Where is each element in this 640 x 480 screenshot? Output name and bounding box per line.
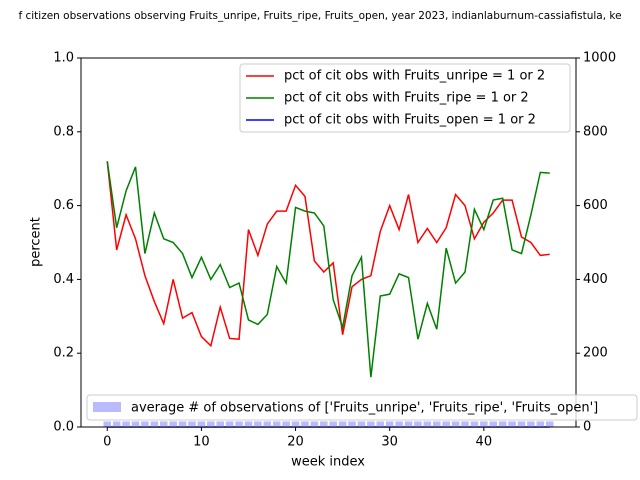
x-tick-label: 40 <box>476 435 493 450</box>
bar <box>159 421 168 427</box>
bar <box>517 421 526 427</box>
bar <box>357 421 366 427</box>
bar <box>169 421 177 427</box>
bar <box>536 421 545 427</box>
bar <box>527 421 535 427</box>
line-series <box>106 161 550 348</box>
bar <box>320 421 328 427</box>
y-axis-label: percent <box>29 217 44 267</box>
bar <box>197 421 206 427</box>
bar <box>188 421 196 427</box>
bar <box>329 421 337 427</box>
y2-tick-label: 400 <box>583 272 608 287</box>
bar <box>432 421 441 427</box>
bar <box>414 421 422 427</box>
bar <box>141 421 149 427</box>
legend-label: pct of cit obs with Fruits_unripe = 1 or… <box>284 69 545 84</box>
legend-label: average # of observations of ['Fruits_un… <box>131 401 598 416</box>
x-axis-label: week index <box>291 455 365 470</box>
bar <box>216 421 225 427</box>
y2-tick-label: 200 <box>583 346 608 361</box>
x-tick-label: 30 <box>381 435 398 450</box>
bar <box>291 421 300 427</box>
bar <box>498 421 507 427</box>
x-tick-label: 10 <box>193 435 210 450</box>
legend-swatch <box>93 402 121 412</box>
y-tick-label: 0.0 <box>53 420 74 435</box>
y2-tick-label: 600 <box>583 198 608 213</box>
bar <box>489 421 498 427</box>
bar <box>470 421 479 427</box>
y2-tick-label: 1000 <box>583 51 616 66</box>
legend-box <box>239 63 571 133</box>
bar <box>150 421 159 427</box>
bar <box>301 421 309 427</box>
bar <box>423 421 432 427</box>
bar <box>508 421 516 427</box>
bar <box>131 421 140 427</box>
bar <box>348 421 356 427</box>
y-tick-label: 0.4 <box>53 272 74 287</box>
y2-tick-label: 800 <box>583 124 608 139</box>
y-tick-label: 0.6 <box>53 198 74 213</box>
bar <box>480 421 488 427</box>
bar <box>376 421 385 427</box>
bar <box>178 421 187 427</box>
bar <box>282 421 290 427</box>
line-series <box>106 161 550 378</box>
y-tick-label: 0.8 <box>53 124 74 139</box>
bar <box>235 421 243 427</box>
bar <box>103 421 112 427</box>
bar <box>395 421 403 427</box>
bar <box>310 421 319 427</box>
bar <box>545 421 554 427</box>
bar <box>385 421 394 427</box>
bar <box>254 421 262 427</box>
x-tick-label: 20 <box>287 435 304 450</box>
bar <box>122 421 130 427</box>
legend-label: pct of cit obs with Fruits_open = 1 or 2 <box>284 113 536 128</box>
bar <box>207 421 215 427</box>
bar <box>338 421 347 427</box>
bar <box>442 421 450 427</box>
legend-label: pct of cit obs with Fruits_ripe = 1 or 2 <box>284 91 529 106</box>
bar <box>225 421 234 427</box>
bar <box>404 421 413 427</box>
bar <box>263 421 272 427</box>
bar <box>272 421 281 427</box>
y-tick-label: 0.2 <box>53 346 74 361</box>
bar <box>244 421 253 427</box>
bar <box>367 421 375 427</box>
chart-title: f citizen observations observing Fruits_… <box>18 10 621 22</box>
y-tick-label: 1.0 <box>53 51 74 66</box>
plot-frame <box>80 57 577 428</box>
bar <box>461 421 469 427</box>
bar <box>451 421 460 427</box>
bar <box>112 421 121 427</box>
x-tick-label: 0 <box>103 435 111 450</box>
legend-box <box>86 394 638 421</box>
y2-tick-label: 0 <box>583 420 591 435</box>
